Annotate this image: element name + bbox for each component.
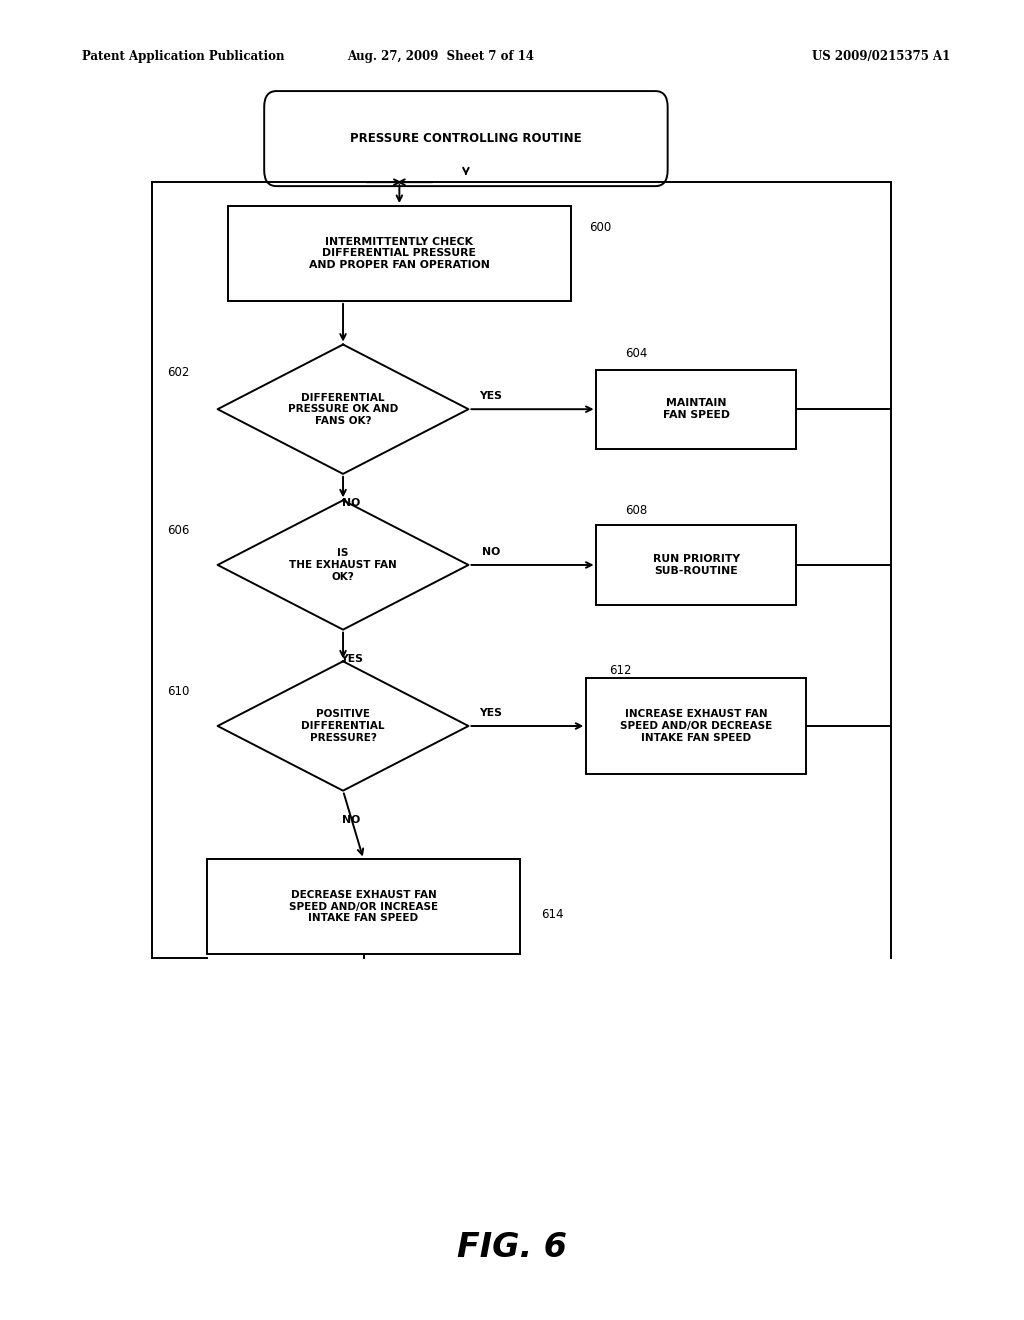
Text: Patent Application Publication: Patent Application Publication [82,50,285,63]
Text: 610: 610 [167,685,189,698]
Text: 612: 612 [609,664,632,677]
Polygon shape [218,345,469,474]
Text: NO: NO [482,546,500,557]
FancyBboxPatch shape [264,91,668,186]
Text: PRESSURE CONTROLLING ROUTINE: PRESSURE CONTROLLING ROUTINE [350,132,582,145]
Text: YES: YES [479,708,503,718]
Bar [596,525,797,605]
Text: 608: 608 [625,504,647,517]
Text: 600: 600 [589,220,611,234]
Text: INTERMITTENTLY CHECK
DIFFERENTIAL PRESSURE
AND PROPER FAN OPERATION: INTERMITTENTLY CHECK DIFFERENTIAL PRESSU… [309,236,489,271]
Bar [596,370,797,449]
Text: YES: YES [340,653,362,664]
Bar [586,678,807,774]
Text: 602: 602 [167,366,189,379]
Text: INCREASE EXHAUST FAN
SPEED AND/OR DECREASE
INTAKE FAN SPEED: INCREASE EXHAUST FAN SPEED AND/OR DECREA… [621,709,772,743]
Text: RUN PRIORITY
SUB-ROUTINE: RUN PRIORITY SUB-ROUTINE [652,554,740,576]
Text: DIFFERENTIAL
PRESSURE OK AND
FANS OK?: DIFFERENTIAL PRESSURE OK AND FANS OK? [288,392,398,426]
Text: NO: NO [342,814,360,825]
Text: US 2009/0215375 A1: US 2009/0215375 A1 [811,50,950,63]
Text: 614: 614 [541,908,563,921]
Text: MAINTAIN
FAN SPEED: MAINTAIN FAN SPEED [663,399,730,420]
Polygon shape [218,661,469,791]
Polygon shape [218,500,469,630]
Text: NO: NO [342,498,360,508]
Text: 606: 606 [167,524,189,537]
Text: IS
THE EXHAUST FAN
OK?: IS THE EXHAUST FAN OK? [289,548,397,582]
Text: Aug. 27, 2009  Sheet 7 of 14: Aug. 27, 2009 Sheet 7 of 14 [347,50,534,63]
Text: YES: YES [479,391,503,401]
Text: 604: 604 [625,347,647,360]
Text: FIG. 6: FIG. 6 [457,1230,567,1265]
Bar [207,859,519,954]
Text: POSITIVE
DIFFERENTIAL
PRESSURE?: POSITIVE DIFFERENTIAL PRESSURE? [301,709,385,743]
Bar [227,206,571,301]
Text: DECREASE EXHAUST FAN
SPEED AND/OR INCREASE
INTAKE FAN SPEED: DECREASE EXHAUST FAN SPEED AND/OR INCREA… [289,890,438,924]
